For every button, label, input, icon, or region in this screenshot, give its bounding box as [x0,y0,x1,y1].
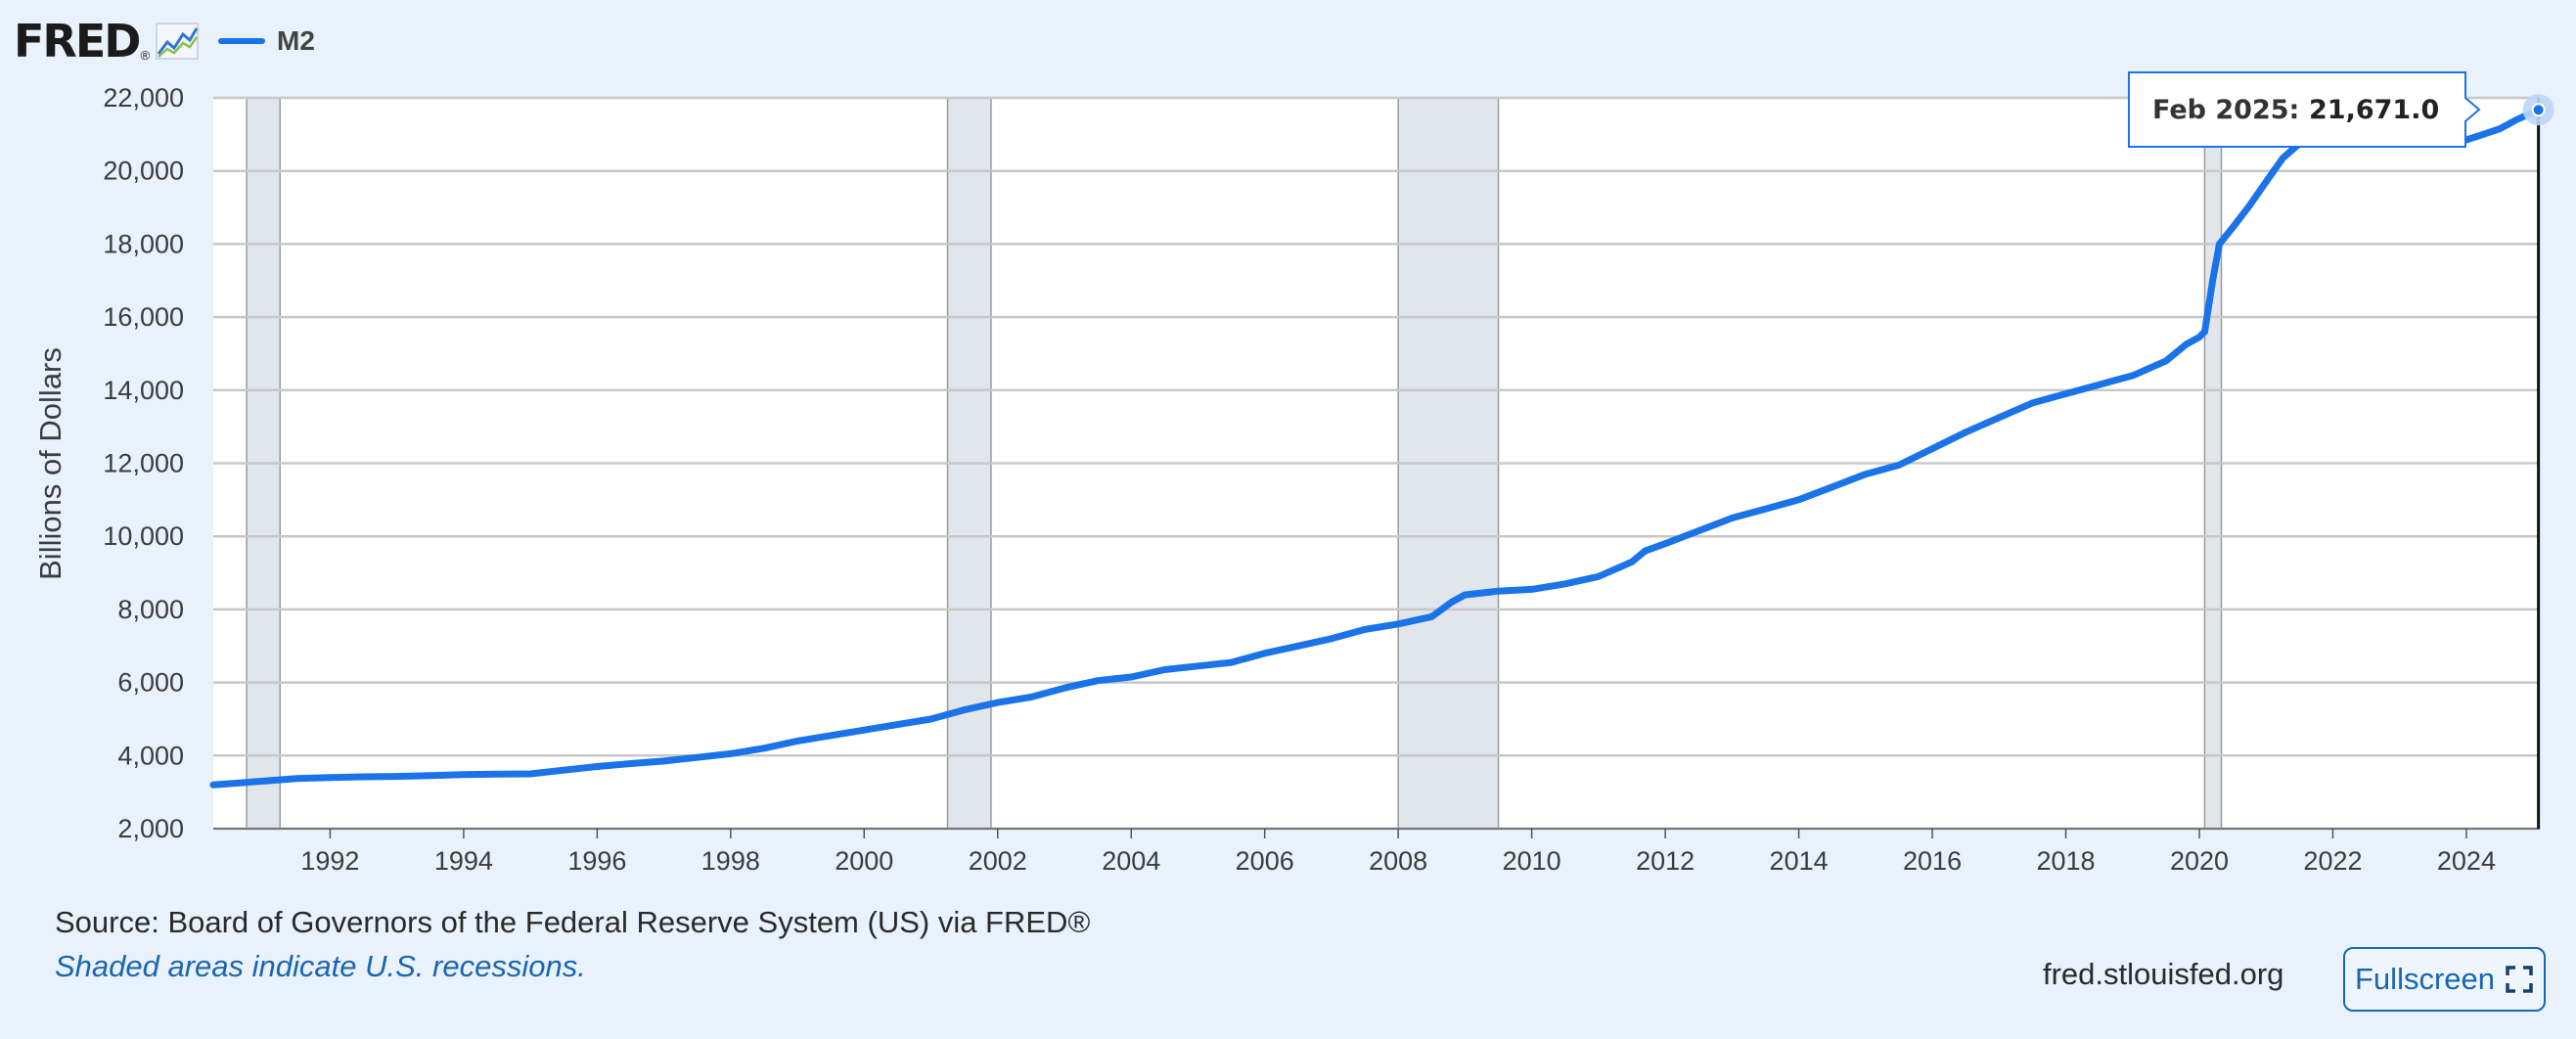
hover-point[interactable] [2531,103,2546,117]
fullscreen-label: Fullscreen [2355,962,2495,996]
x-tick-label: 2024 [2437,846,2496,876]
x-tick-label: 2020 [2170,846,2229,876]
y-tick-label: 14,000 [103,376,184,405]
x-tick-label: 2008 [1369,846,1427,876]
x-tick-label: 1996 [567,846,626,876]
recession-note: Shaded areas indicate U.S. recessions. [55,949,586,983]
y-tick-label: 20,000 [103,157,184,186]
fred-logo[interactable]: FRED [14,15,141,68]
gridlines [213,96,2540,831]
fred-logo-registered: ® [140,48,151,63]
source-text: Source: Board of Governors of the Federa… [55,905,1091,939]
x-tick-label: 1992 [300,846,359,876]
line-chart[interactable]: 2,000 4,000 6,000 8,000 10,000 12,000 14,000 16… [0,0,2576,881]
x-tick-label: 2014 [1770,846,1829,876]
y-tick-label: 2,000 [117,814,184,843]
x-tick-label: 2018 [2036,846,2095,876]
tooltip-box [2128,71,2481,148]
x-tick-label: 1994 [434,846,493,876]
fullscreen-icon [2506,966,2533,993]
site-url[interactable]: fred.stlouisfed.org [2043,957,2284,991]
y-axis-label: Billions of Dollars [33,347,68,580]
x-axis: 1992 1994 1996 1998 2000 2002 2004 2006 2008 2010… [213,828,2540,876]
y-tick-label: 22,000 [103,83,184,113]
y-tick-label: 12,000 [103,449,184,478]
x-tick-label: 2016 [1903,846,1962,876]
tooltip: Feb 2025: 21,671.0 [2128,71,2481,148]
x-tick-label: 2010 [1503,846,1561,876]
x-tick-label: 2006 [1236,846,1294,876]
x-tick-label: 2004 [1102,846,1160,876]
y-tick-label: 10,000 [103,521,184,551]
x-tick-label: 2022 [2303,846,2362,876]
x-tick-label: 2002 [969,846,1027,876]
legend-swatch [218,38,266,44]
x-tick-label: 2000 [835,846,893,876]
fullscreen-button[interactable]: Fullscreen [2343,947,2546,1012]
y-tick-label: 18,000 [103,229,184,258]
line-graph-icon [156,23,199,60]
x-tick-label: 1998 [701,846,760,876]
chart-legend[interactable]: M2 [218,25,315,57]
y-tick-label: 4,000 [117,741,184,770]
y-tick-label: 16,000 [103,302,184,332]
chart-header: FRED ® M2 [14,14,315,68]
y-axis: 2,000 4,000 6,000 8,000 10,000 12,000 14,000 16… [103,83,184,843]
tooltip-date: Feb 2025: [2152,95,2299,125]
x-tick-label: 2012 [1636,846,1695,876]
legend-label-m2: M2 [277,25,315,56]
y-tick-label: 8,000 [117,595,184,624]
tooltip-value: 21,671.0 [2309,95,2439,125]
y-tick-label: 6,000 [117,668,184,698]
